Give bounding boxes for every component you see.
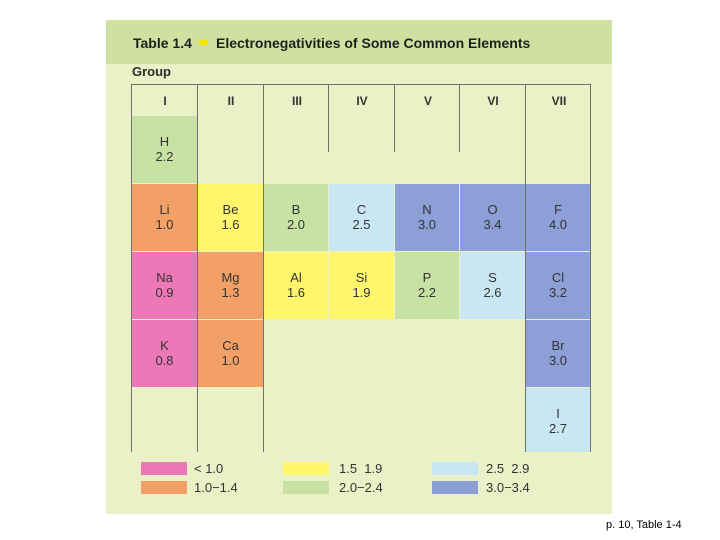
element-symbol: F [554, 202, 562, 217]
element-symbol: I [556, 406, 560, 421]
element-cell-si: Si 1.9 [329, 252, 394, 319]
element-value: 0.8 [155, 353, 174, 368]
element-value: 2.6 [483, 285, 502, 300]
element-value: 2.2 [155, 149, 174, 164]
element-value: 3.2 [548, 285, 568, 300]
element-symbol: Ca [222, 338, 239, 353]
group-heading-iv: IV [356, 94, 368, 108]
element-value: 2.5 [352, 217, 371, 232]
element-cell-br: Br 3.0 [526, 320, 590, 387]
element-symbol: C [356, 202, 367, 217]
element-cell-c: C 2.5 [329, 184, 394, 251]
element-value: 0.9 [155, 285, 174, 300]
element-symbol: K [160, 338, 169, 353]
title-marker-icon [199, 40, 208, 45]
element-value: 1.0 [155, 217, 174, 232]
element-value: 1.6 [221, 217, 240, 232]
group-heading-iii: III [291, 94, 302, 108]
grid-line-v5 [459, 84, 460, 152]
page-caption: p. 10, Table 1-4 [606, 519, 682, 531]
grid-line-v0 [131, 84, 132, 452]
group-heading-v: V [423, 94, 432, 108]
element-value: 1.6 [286, 285, 306, 300]
legend-swatch [141, 481, 187, 494]
legend-swatch [432, 462, 478, 475]
element-cell-k: K 0.8 [132, 320, 197, 387]
element-cell-f: F 4.0 [526, 184, 590, 251]
element-value: 4.0 [548, 217, 568, 232]
grid-line-v4 [394, 84, 395, 152]
element-value: 1.9 [352, 285, 371, 300]
element-cell-ca: Ca 1.0 [198, 320, 263, 387]
group-label: Group [132, 64, 171, 79]
group-heading-vi: VI [487, 94, 499, 108]
legend-label: < 1.0 [194, 461, 224, 476]
legend-label: 2.0−2.4 [339, 480, 383, 495]
element-symbol: Br [551, 338, 565, 353]
element-symbol: Na [156, 270, 173, 285]
legend-swatch [141, 462, 187, 475]
group-heading-vii: VII [551, 94, 567, 108]
element-value: 1.0 [221, 353, 240, 368]
element-cell-p: P 2.2 [395, 252, 459, 319]
element-symbol: O [487, 202, 498, 217]
element-symbol: S [488, 270, 497, 285]
legend-label: 2.5 2.9 [486, 461, 530, 476]
element-cell-al: Al 1.6 [264, 252, 328, 319]
element-cell-be: Be 1.6 [198, 184, 263, 251]
element-symbol: B [291, 202, 301, 217]
grid-line-v1 [197, 84, 198, 452]
grid-line-v7 [590, 84, 591, 452]
grid-line-v3 [328, 84, 329, 152]
element-symbol: Si [355, 270, 368, 285]
element-value: 1.3 [221, 285, 240, 300]
element-value: 2.7 [548, 421, 568, 436]
legend-swatch [432, 481, 478, 494]
grid-line-top [131, 84, 590, 85]
table-label: Table 1.4 [133, 35, 192, 51]
element-symbol: Cl [551, 270, 565, 285]
element-symbol: P [422, 270, 432, 285]
element-value: 2.0 [286, 217, 306, 232]
table-panel: Table 1.4 Electronegativities of Some Co… [106, 20, 612, 514]
element-cell-i: I 2.7 [526, 388, 590, 452]
element-value: 3.0 [548, 353, 568, 368]
group-heading-ii: II [227, 94, 235, 108]
element-cell-li: Li 1.0 [132, 184, 197, 251]
legend-label: 1.0−1.4 [194, 480, 238, 495]
element-cell-s: S 2.6 [460, 252, 525, 319]
element-cell-h: H 2.2 [132, 116, 197, 183]
legend-label: 3.0−3.4 [486, 480, 530, 495]
element-symbol: Mg [221, 270, 240, 285]
legend-label: 1.5 1.9 [339, 461, 383, 476]
table-header: Table 1.4 Electronegativities of Some Co… [106, 20, 612, 64]
group-heading-i: I [163, 94, 167, 108]
element-cell-o: O 3.4 [460, 184, 525, 251]
element-symbol: Al [290, 270, 302, 285]
element-symbol: Be [222, 202, 239, 217]
element-value: 3.4 [483, 217, 502, 232]
element-symbol: H [159, 134, 170, 149]
element-cell-mg: Mg 1.3 [198, 252, 263, 319]
element-cell-b: B 2.0 [264, 184, 328, 251]
element-value: 3.0 [417, 217, 437, 232]
grid-line-v2 [263, 84, 264, 452]
element-symbol: Li [159, 202, 170, 217]
grid-line-v6 [525, 84, 526, 452]
table-title: Electronegativities of Some Common Eleme… [216, 35, 531, 51]
element-value: 2.2 [417, 285, 437, 300]
legend-swatch [283, 481, 329, 494]
element-cell-na: Na 0.9 [132, 252, 197, 319]
legend-swatch [283, 462, 329, 475]
element-symbol: N [422, 202, 432, 217]
element-cell-cl: Cl 3.2 [526, 252, 590, 319]
element-cell-n: N 3.0 [395, 184, 459, 251]
